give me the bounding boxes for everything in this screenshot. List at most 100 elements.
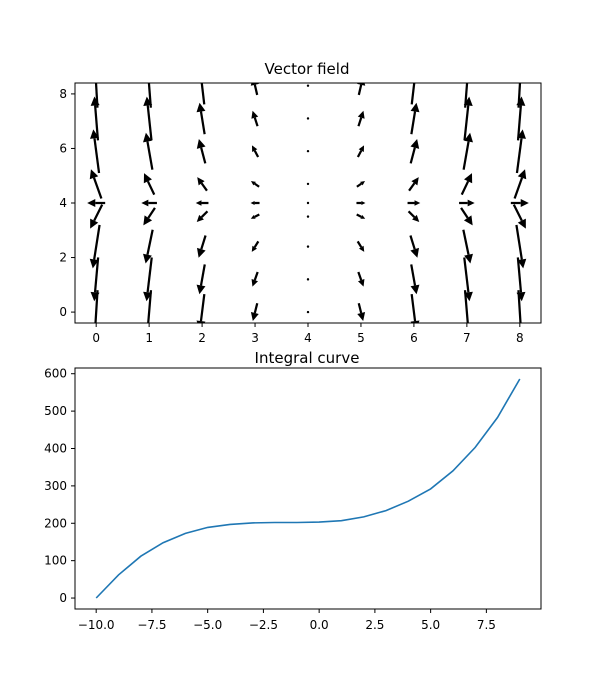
vector-arrow [357,302,366,321]
vector-field-title: Vector field [265,60,350,78]
y-tick-label: 0 [59,591,67,605]
vector-arrow [196,102,206,135]
y-tick-label: 600 [44,367,67,381]
vector-arrow [90,257,100,302]
vector-arrow [409,235,419,258]
x-tick-label: 5.0 [421,618,440,632]
x-tick-label: 6 [410,331,418,345]
vector-arrow [250,201,260,205]
y-tick-label: 6 [59,141,67,155]
vector-arrow [460,173,473,196]
vector-arrow [197,235,207,258]
vector-arrow [200,83,206,105]
integral-curve-line [95,378,521,599]
vector-arrow [459,199,475,207]
x-tick-label: 0.0 [310,618,329,632]
vector-arrow [306,215,310,218]
x-tick-label: 1 [145,331,153,345]
vector-arrow [196,264,206,295]
vector-arrow [510,199,529,207]
integral-curve-y-ticks: 0 100 200 300 400 500 600 [44,367,75,605]
vector-arrow [410,264,420,295]
vector-arrow [463,290,469,323]
x-tick-label: 4 [304,331,312,345]
vector-arrow [356,181,366,188]
vector-arrow [250,302,259,321]
vector-arrow [512,204,526,229]
vector-arrow [143,173,156,196]
vector-arrow [306,117,310,120]
vector-arrow [410,83,416,105]
x-tick-label: 7.5 [477,618,496,632]
vector-arrow [463,257,473,302]
vector-arrow [306,310,310,314]
vector-arrow [251,145,260,158]
vector-arrow [407,210,420,222]
integral-curve-plot: Integral curve −10.0 −7.5 −5.0 −2.5 0.0 2.5 5.… [44,349,542,632]
y-tick-label: 100 [44,554,67,568]
vector-arrow [250,181,260,188]
vector-arrow [306,84,310,87]
x-tick-label: 8 [516,331,524,345]
vector-arrow [356,240,365,252]
vector-arrow [356,201,366,205]
vector-arrow [250,83,259,96]
vector-field-y-ticks: 0 2 4 6 8 [59,87,75,319]
vector-field-x-ticks: 0 1 2 3 4 5 6 7 8 [92,323,524,345]
vector-arrow [89,224,101,269]
vector-arrow [409,138,420,164]
vector-arrow [306,182,310,186]
x-tick-label: 2 [198,331,206,345]
vector-arrow [306,245,310,248]
integral-curve-frame [74,367,542,610]
x-tick-label: 7 [463,331,471,345]
vector-arrow [147,290,153,323]
vector-arrow [513,169,527,199]
vector-arrow [143,257,153,302]
x-tick-label: 5 [357,331,365,345]
vector-arrow [357,83,366,96]
vector-arrow [87,199,106,207]
vector-field-plot: Vector field 0 1 2 3 4 5 6 7 8 0 2 4 6 8 [59,60,542,345]
vector-arrow [410,102,420,135]
x-tick-label: 0 [92,331,100,345]
vector-arrow [408,177,419,192]
vector-arrow [141,199,157,207]
vector-arrow [90,204,104,229]
y-tick-label: 4 [59,196,67,210]
vector-arrow [306,149,310,153]
vector-arrow [306,201,310,205]
vector-arrow [195,200,209,206]
vector-arrow [356,145,365,158]
vector-arrow [357,271,365,287]
vector-arrow [251,110,259,127]
vector-arrow [306,278,310,281]
vector-arrow [94,83,99,108]
vector-arrow [407,200,421,206]
vector-arrow [251,271,259,287]
vector-arrow [147,83,152,108]
y-tick-label: 300 [44,479,67,493]
vector-arrow [460,207,473,226]
y-tick-label: 2 [59,251,67,265]
y-tick-label: 500 [44,404,67,418]
x-tick-label: −2.5 [249,618,278,632]
vector-arrow [515,224,527,269]
x-tick-label: −5.0 [193,618,222,632]
vector-arrow [356,213,366,219]
vector-arrow [410,294,420,323]
vector-arrow [143,132,154,170]
y-tick-label: 0 [59,305,67,319]
vector-arrow [250,213,260,219]
x-tick-label: 3 [251,331,259,345]
x-tick-label: 2.5 [365,618,384,632]
vector-arrow [143,207,156,226]
vector-arrow [464,83,469,108]
vector-arrow [462,229,473,264]
vector-arrow [196,138,207,164]
vector-arrow [143,229,154,264]
vector-arrow [196,294,206,323]
vector-arrow [516,257,526,302]
vector-arrow [517,83,522,108]
